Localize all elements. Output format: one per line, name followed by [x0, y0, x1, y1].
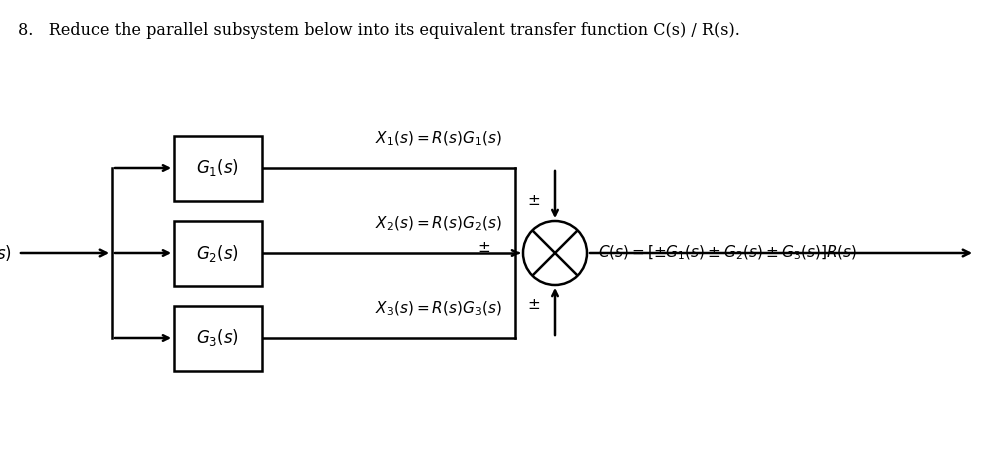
Text: $G_3(s)$: $G_3(s)$ — [196, 328, 240, 349]
Text: $G_1(s)$: $G_1(s)$ — [196, 157, 240, 178]
Text: $\pm$: $\pm$ — [527, 194, 540, 208]
Text: $R(s)$: $R(s)$ — [0, 243, 12, 263]
Text: 8.   Reduce the parallel subsystem below into its equivalent transfer function C: 8. Reduce the parallel subsystem below i… — [18, 22, 740, 39]
Bar — [174, 221, 261, 285]
Text: $G_2(s)$: $G_2(s)$ — [196, 243, 240, 263]
Text: $C(s) = [\pm G_1(s) \pm G_2(s) \pm G_3(s)]R(s)$: $C(s) = [\pm G_1(s) \pm G_2(s) \pm G_3(s… — [598, 244, 856, 262]
Text: $X_3(s) = R(s)G_3(s)$: $X_3(s) = R(s)G_3(s)$ — [375, 299, 501, 318]
Bar — [174, 305, 261, 370]
Text: $X_1(s) = R(s)G_1(s)$: $X_1(s) = R(s)G_1(s)$ — [375, 130, 501, 148]
Text: $\pm$: $\pm$ — [527, 298, 540, 312]
Text: $X_2(s) = R(s)G_2(s)$: $X_2(s) = R(s)G_2(s)$ — [375, 215, 501, 233]
Text: $\pm$: $\pm$ — [476, 241, 489, 255]
Bar — [174, 136, 261, 201]
